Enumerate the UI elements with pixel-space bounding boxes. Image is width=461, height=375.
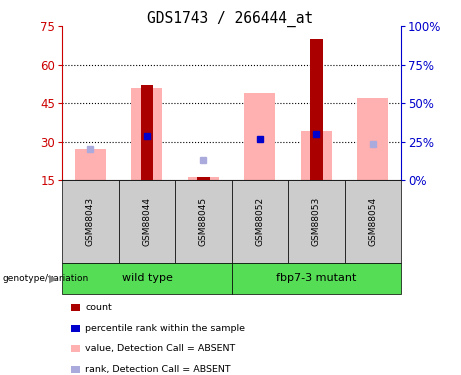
Bar [188,177,219,180]
Text: rank, Detection Call = ABSENT: rank, Detection Call = ABSENT [85,365,231,374]
Text: count: count [85,303,112,312]
Text: ▶: ▶ [49,273,58,284]
Text: GDS1743 / 266444_at: GDS1743 / 266444_at [148,11,313,27]
Text: GSM88045: GSM88045 [199,196,208,246]
Bar [244,93,275,180]
Bar [75,149,106,180]
Text: genotype/variation: genotype/variation [2,274,89,283]
Text: value, Detection Call = ABSENT: value, Detection Call = ABSENT [85,344,236,353]
Text: GSM88052: GSM88052 [255,196,265,246]
Text: fbp7-3 mutant: fbp7-3 mutant [276,273,356,284]
Bar [141,85,153,180]
Text: GSM88054: GSM88054 [368,196,378,246]
Bar [197,177,210,180]
Bar [131,88,162,180]
Bar [301,131,332,180]
Text: GSM88043: GSM88043 [86,196,95,246]
Bar [357,98,388,180]
Text: percentile rank within the sample: percentile rank within the sample [85,324,245,333]
Text: wild type: wild type [122,273,172,284]
Bar [310,39,323,180]
Text: GSM88053: GSM88053 [312,196,321,246]
Text: GSM88044: GSM88044 [142,197,152,246]
